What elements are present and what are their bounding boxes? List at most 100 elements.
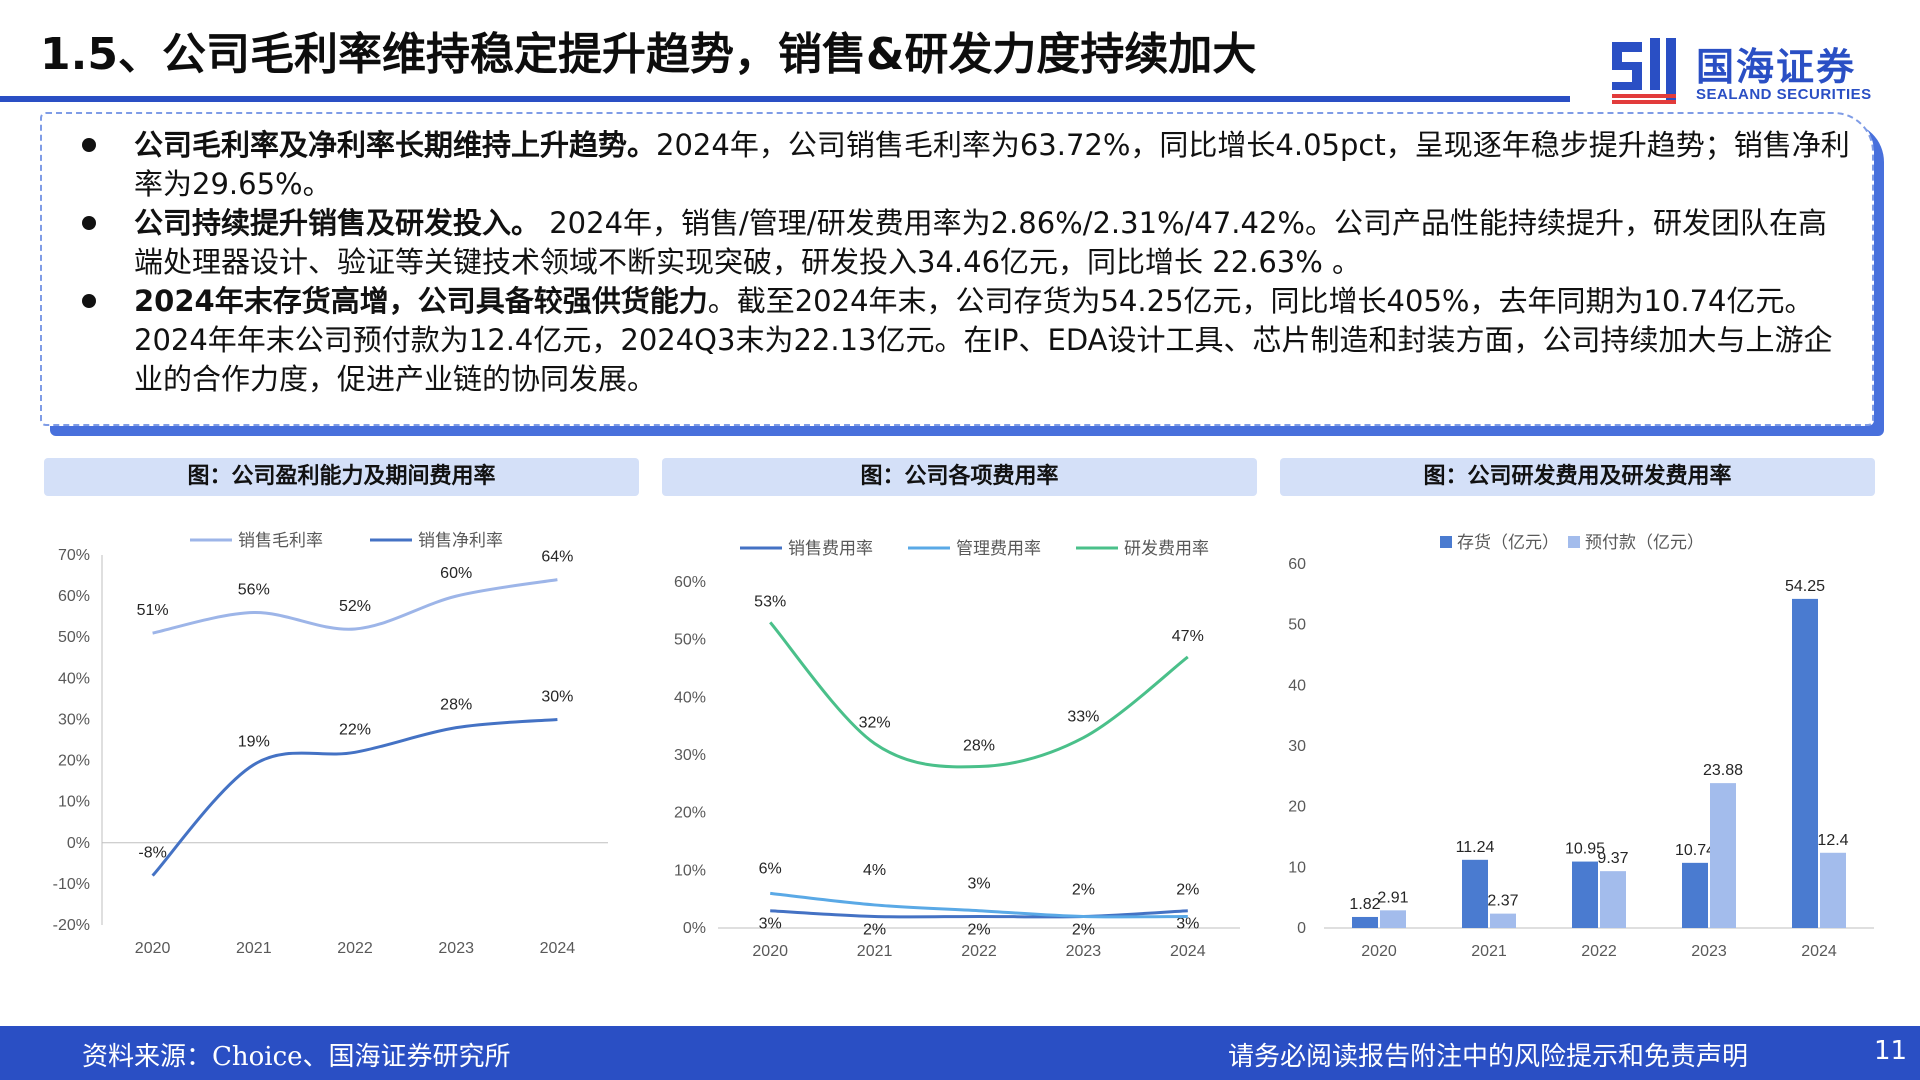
legend-swatch <box>1568 536 1580 548</box>
x-tick-label: 2022 <box>961 943 997 960</box>
x-tick-label: 2021 <box>1471 943 1507 960</box>
bar <box>1820 852 1846 928</box>
bullet-heading: 公司毛利率及净利率长期维持上升趋势。 <box>134 128 657 162</box>
data-label: 23.88 <box>1703 762 1743 779</box>
y-tick-label: -20% <box>53 917 90 934</box>
bar <box>1600 871 1626 928</box>
data-label: 3% <box>967 876 990 893</box>
legend-label: 销售净利率 <box>418 531 503 550</box>
data-label: -8% <box>138 845 166 862</box>
data-label: 53% <box>754 593 786 610</box>
data-label: 51% <box>137 602 169 619</box>
x-tick-label: 2023 <box>1691 943 1727 960</box>
title-underline <box>0 96 1570 102</box>
bar <box>1792 598 1818 928</box>
summary-bullet-2: 公司持续提升销售及研发投入。 2024年，销售/管理/研发费用率为2.86%/2… <box>60 204 1850 282</box>
data-label: 28% <box>963 738 995 755</box>
data-label: 12.4 <box>1817 832 1848 849</box>
y-tick-label: 20% <box>58 753 90 770</box>
y-tick-label: 60% <box>674 574 706 591</box>
legend-label: 存货（亿元） <box>1457 533 1559 552</box>
x-tick-label: 2022 <box>1581 943 1617 960</box>
legend-label: 预付款（亿元） <box>1585 533 1704 552</box>
y-tick-label: 0 <box>1297 920 1306 937</box>
y-tick-label: 60 <box>1288 556 1306 573</box>
x-tick-label: 2024 <box>540 940 576 957</box>
bullet-dot-icon <box>82 138 96 152</box>
y-tick-label: 10% <box>58 794 90 811</box>
data-label: 56% <box>238 582 270 599</box>
series-line <box>770 909 1188 919</box>
y-tick-label: 50 <box>1288 617 1306 634</box>
legend-label: 销售费用率 <box>788 539 873 558</box>
data-label: 30% <box>541 688 573 705</box>
bullet-heading: 2024年末存货高增，公司具备较强供货能力 <box>134 284 708 318</box>
expense-ratio-chart: 60% 50% 40% 30% 20% 10% 0% 2020 2021 2022 2023 2024… <box>674 539 1240 960</box>
page-number: 11 <box>1874 1036 1908 1066</box>
y-tick-label: 40 <box>1288 677 1306 694</box>
series-line <box>151 717 558 877</box>
y-tick-label: 10 <box>1288 859 1306 876</box>
data-label: 19% <box>238 734 270 751</box>
data-label: 11.24 <box>1456 839 1495 856</box>
y-tick-label: 30% <box>58 711 90 728</box>
data-label: 3% <box>759 916 782 933</box>
data-label: 2% <box>1176 881 1199 898</box>
data-label: 33% <box>1067 709 1099 726</box>
bar <box>1490 913 1516 928</box>
data-label: 2.37 <box>1487 893 1518 910</box>
data-label: 4% <box>863 862 886 879</box>
series-line <box>770 891 1188 919</box>
sealand-logo-icon <box>1612 38 1676 104</box>
y-tick-label: 10% <box>674 862 706 879</box>
bar <box>1572 861 1598 928</box>
y-tick-label: 20 <box>1288 799 1306 816</box>
bar <box>1710 783 1736 928</box>
y-tick-label: 50% <box>674 632 706 649</box>
chart-1-title: 图：公司盈利能力及期间费用率 <box>44 458 639 496</box>
x-tick-label: 2023 <box>1066 943 1102 960</box>
y-tick-label: -10% <box>53 876 90 893</box>
y-tick-label: 30 <box>1288 738 1306 755</box>
disclaimer-text: 请务必阅读报告附注中的风险提示和免责声明 <box>1228 1042 1749 1072</box>
data-label: 64% <box>541 549 573 566</box>
data-label: 60% <box>440 565 472 582</box>
data-label: 10.95 <box>1565 841 1605 858</box>
y-tick-label: 40% <box>674 689 706 706</box>
y-tick-label: 0% <box>67 835 90 852</box>
chart-3-title: 图：公司研发费用及研发费用率 <box>1280 458 1875 496</box>
data-label: 22% <box>339 721 371 738</box>
data-label: 2% <box>1072 921 1095 938</box>
legend-label: 研发费用率 <box>1124 539 1209 558</box>
legend-label: 管理费用率 <box>956 539 1041 558</box>
summary-bullet-3: 2024年末存货高增，公司具备较强供货能力。截至2024年末，公司存货为54.2… <box>60 282 1850 399</box>
inventory-prepay-chart: 60 50 40 30 20 10 0 2020 2021 2022 2023 2024 存货（亿元） 1… <box>1288 533 1874 960</box>
data-label: 9.37 <box>1597 850 1628 867</box>
bullet-text: 2024年，公司销售毛利率为63.72%，同比增长4.05pct，呈现逐年稳步提… <box>134 128 1850 201</box>
data-label: 47% <box>1172 628 1204 645</box>
summary-box: 公司毛利率及净利率长期维持上升趋势。2024年，公司销售毛利率为63.72%，同… <box>40 112 1874 426</box>
y-tick-label: 0% <box>683 920 706 937</box>
data-label: 2% <box>1072 881 1095 898</box>
company-logo: 国海证券 SEALAND SECURITIES <box>1610 36 1890 106</box>
data-label: 3% <box>1176 916 1199 933</box>
x-tick-label: 2024 <box>1170 943 1206 960</box>
x-tick-label: 2020 <box>752 943 788 960</box>
x-tick-label: 2023 <box>438 940 474 957</box>
bullet-dot-icon <box>82 294 96 308</box>
chart-2-title: 图：公司各项费用率 <box>662 458 1257 496</box>
y-tick-label: 50% <box>58 629 90 646</box>
data-label: 32% <box>859 714 891 731</box>
page-title: 1.5、公司毛利率维持稳定提升趋势，销售&研发力度持续加大 <box>40 29 1257 80</box>
bar <box>1380 910 1406 928</box>
bar <box>1462 859 1488 928</box>
y-tick-label: 40% <box>58 670 90 687</box>
y-tick-label: 30% <box>674 747 706 764</box>
data-label: 2% <box>863 921 886 938</box>
source-note: 资料来源：Choice、国海证券研究所 <box>82 1042 511 1072</box>
logo-text-cn: 国海证券 <box>1696 45 1857 89</box>
bullet-text: 。截至2024年末，公司存货为54.25亿元，同比增长405%，去年同期为10.… <box>134 284 1833 396</box>
series-line <box>769 621 1189 769</box>
summary-bullet-1: 公司毛利率及净利率长期维持上升趋势。2024年，公司销售毛利率为63.72%，同… <box>60 126 1850 204</box>
profitability-chart: 70% 60% 50% 40% 30% 20% 10% 0% -10% -20% 2020 2021 2… <box>53 531 608 957</box>
